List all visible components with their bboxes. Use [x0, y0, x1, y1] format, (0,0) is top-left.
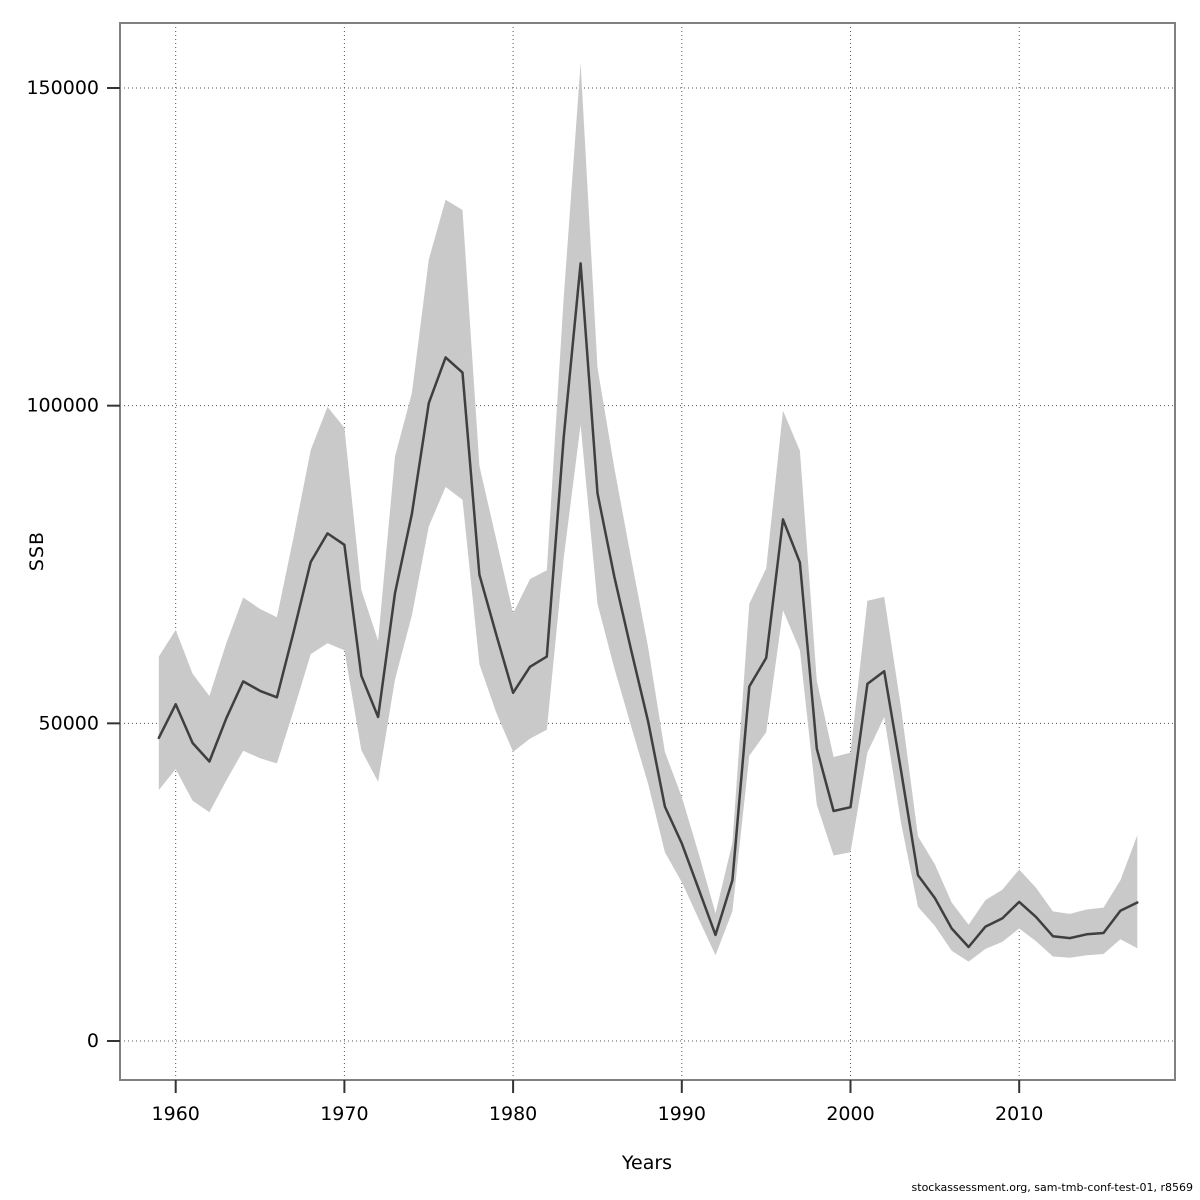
x-tick-label: 2010: [995, 1103, 1043, 1125]
x-axis-title: Years: [621, 1152, 673, 1174]
y-tick-label: 100000: [26, 395, 99, 417]
x-tick-label: 1990: [658, 1103, 706, 1125]
x-tick-label: 1980: [489, 1103, 537, 1125]
x-tick-label: 2000: [826, 1103, 874, 1125]
x-tick-label: 1970: [320, 1103, 368, 1125]
plot-border: [119, 22, 1176, 1081]
y-tick-label: 0: [87, 1030, 99, 1052]
x-tick-label: 1960: [152, 1103, 200, 1125]
footer-attribution: stockassessment.org, sam-tmb-conf-test-0…: [911, 1181, 1193, 1194]
y-tick-label: 150000: [26, 77, 99, 99]
confidence-band: [158, 63, 1138, 962]
y-axis-title: SSB: [26, 530, 48, 572]
y-tick-label: 50000: [39, 712, 99, 734]
ssb-line: [157, 262, 1139, 949]
